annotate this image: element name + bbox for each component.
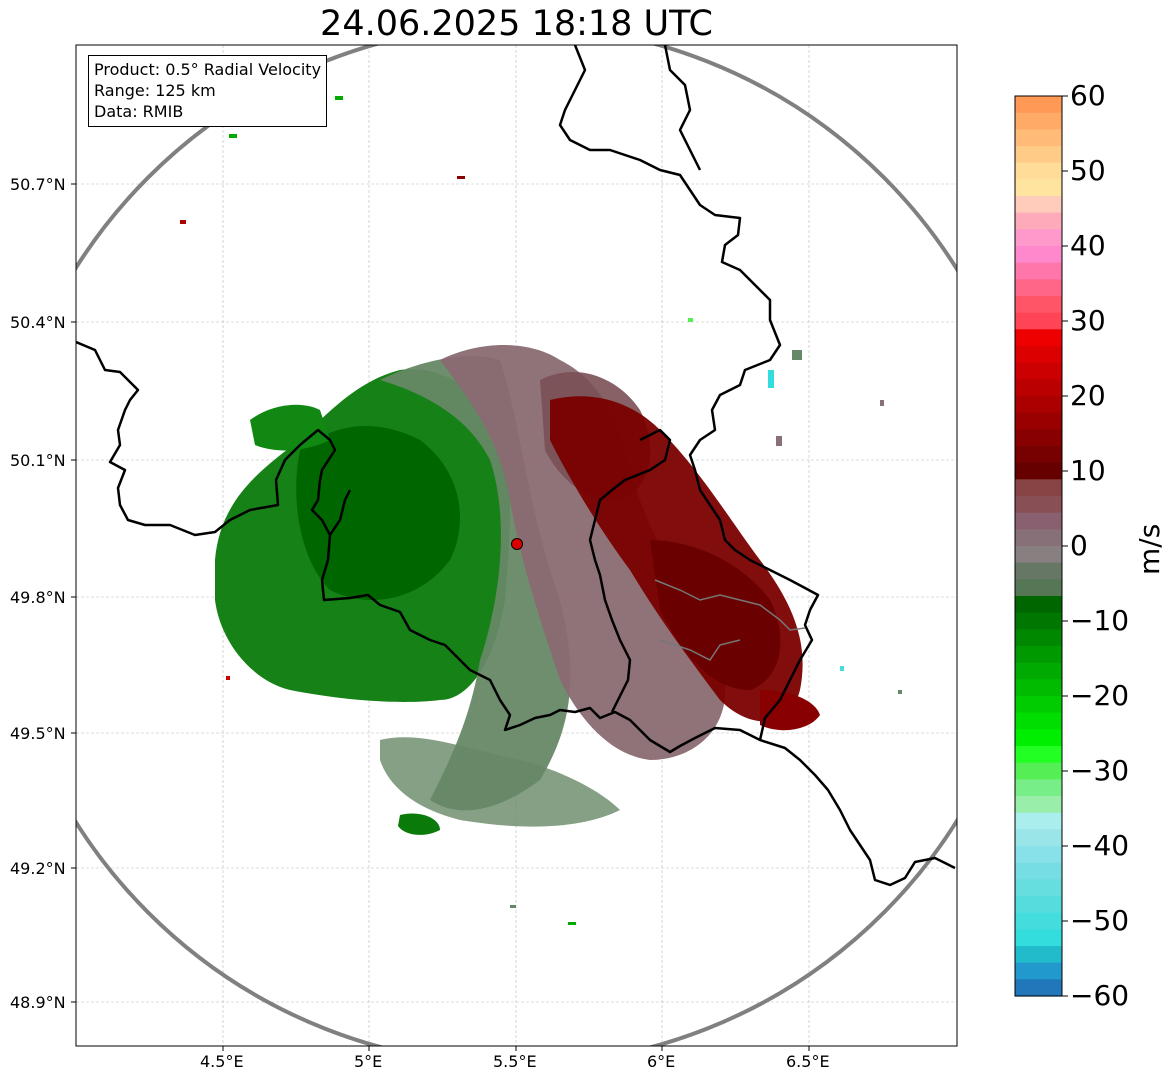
colorbar-band (1015, 479, 1062, 497)
range-label: Range: 125 km (94, 81, 216, 100)
colorbar-tick-label: −50 (1070, 904, 1130, 937)
colorbar-band (1015, 462, 1062, 480)
colorbar-band (1015, 412, 1062, 430)
colorbar-band (1015, 429, 1062, 447)
colorbar-band (1015, 262, 1062, 280)
colorbar-ticks (1062, 95, 1068, 997)
colorbar-band (1015, 579, 1062, 597)
colorbar-band (1015, 746, 1062, 764)
radar-site-marker (511, 538, 523, 550)
colorbar-band (1015, 246, 1062, 264)
lat-label: 50.4°N (10, 313, 66, 332)
lon-label: 6.5°E (786, 1052, 830, 1071)
lat-label: 50.7°N (10, 175, 66, 194)
colorbar-band (1015, 562, 1062, 580)
colorbar-band (1015, 146, 1062, 164)
colorbar-band (1015, 862, 1062, 880)
colorbar-band (1015, 529, 1062, 547)
colorbar-band (1015, 929, 1062, 947)
colorbar-band (1015, 296, 1062, 314)
colorbar-band (1015, 546, 1062, 564)
colorbar-tick-label: 0 (1070, 529, 1088, 562)
lon-label: 6°E (647, 1052, 676, 1071)
colorbar-tick-label: 50 (1070, 154, 1106, 187)
colorbar-tick-label: −10 (1070, 604, 1130, 637)
colorbar-band (1015, 396, 1062, 414)
colorbar-band (1015, 196, 1062, 214)
colorbar-band (1015, 846, 1062, 864)
colorbar-band (1015, 962, 1062, 980)
river-lines (654, 579, 806, 661)
colorbar-band (1015, 662, 1062, 680)
colorbar-band (1015, 712, 1062, 730)
product-info-box: Product: 0.5° Radial Velocity Range: 125… (88, 55, 328, 127)
colorbar-band (1015, 762, 1062, 780)
colorbar-band (1015, 496, 1062, 514)
lat-label: 49.8°N (10, 588, 66, 607)
colorbar-unit: m/s (1133, 523, 1166, 575)
lon-label: 4.5°E (200, 1052, 244, 1071)
colorbar-band (1015, 512, 1062, 530)
colorbar-band (1015, 829, 1062, 847)
colorbar-band (1015, 612, 1062, 630)
colorbar-band (1015, 879, 1062, 897)
colorbar-tick-label: 20 (1070, 379, 1106, 412)
lat-label: 50.1°N (10, 451, 66, 470)
colorbar-band (1015, 729, 1062, 747)
lat-label: 48.9°N (10, 993, 66, 1012)
colorbar-band (1015, 329, 1062, 347)
product-label: Product: 0.5° Radial Velocity (94, 60, 322, 79)
colorbar-tick-label: 30 (1070, 304, 1106, 337)
colorbar-tick-label: 10 (1070, 454, 1106, 487)
lat-label: 49.5°N (10, 724, 66, 743)
colorbar-band (1015, 229, 1062, 247)
colorbar-tick-label: −40 (1070, 829, 1130, 862)
colorbar-band (1015, 946, 1062, 964)
data-source-label: Data: RMIB (94, 102, 184, 121)
colorbar-band (1015, 596, 1062, 614)
country-borders (76, 45, 956, 887)
colorbar-band (1015, 379, 1062, 397)
colorbar-band (1015, 212, 1062, 230)
map-title: 24.06.2025 18:18 UTC (320, 4, 713, 44)
colorbar-band (1015, 696, 1062, 714)
colorbar-band (1015, 112, 1062, 130)
colorbar-tick-label: −30 (1070, 754, 1130, 787)
colorbar-tick-label: −20 (1070, 679, 1130, 712)
colorbar-tick-label: 60 (1070, 79, 1106, 112)
colorbar-band (1015, 279, 1062, 297)
colorbar-band (1015, 129, 1062, 147)
colorbar-band (1015, 796, 1062, 814)
colorbar-band (1015, 346, 1062, 364)
colorbar-band (1015, 812, 1062, 830)
colorbar-band (1015, 779, 1062, 797)
colorbar-band (1015, 312, 1062, 330)
colorbar (1015, 96, 1062, 997)
lat-label: 49.2°N (10, 859, 66, 878)
lon-label: 5.5°E (493, 1052, 537, 1071)
colorbar-band (1015, 629, 1062, 647)
axis-ticks (71, 183, 810, 1051)
colorbar-band (1015, 162, 1062, 180)
colorbar-band (1015, 912, 1062, 930)
colorbar-band (1015, 979, 1062, 997)
colorbar-band (1015, 179, 1062, 197)
colorbar-tick-label: 40 (1070, 229, 1106, 262)
colorbar-band (1015, 896, 1062, 914)
colorbar-band (1015, 679, 1062, 697)
colorbar-band (1015, 96, 1062, 114)
colorbar-band (1015, 446, 1062, 464)
colorbar-tick-label: −60 (1070, 979, 1130, 1012)
lon-label: 5°E (354, 1052, 383, 1071)
colorbar-band (1015, 362, 1062, 380)
colorbar-band (1015, 646, 1062, 664)
